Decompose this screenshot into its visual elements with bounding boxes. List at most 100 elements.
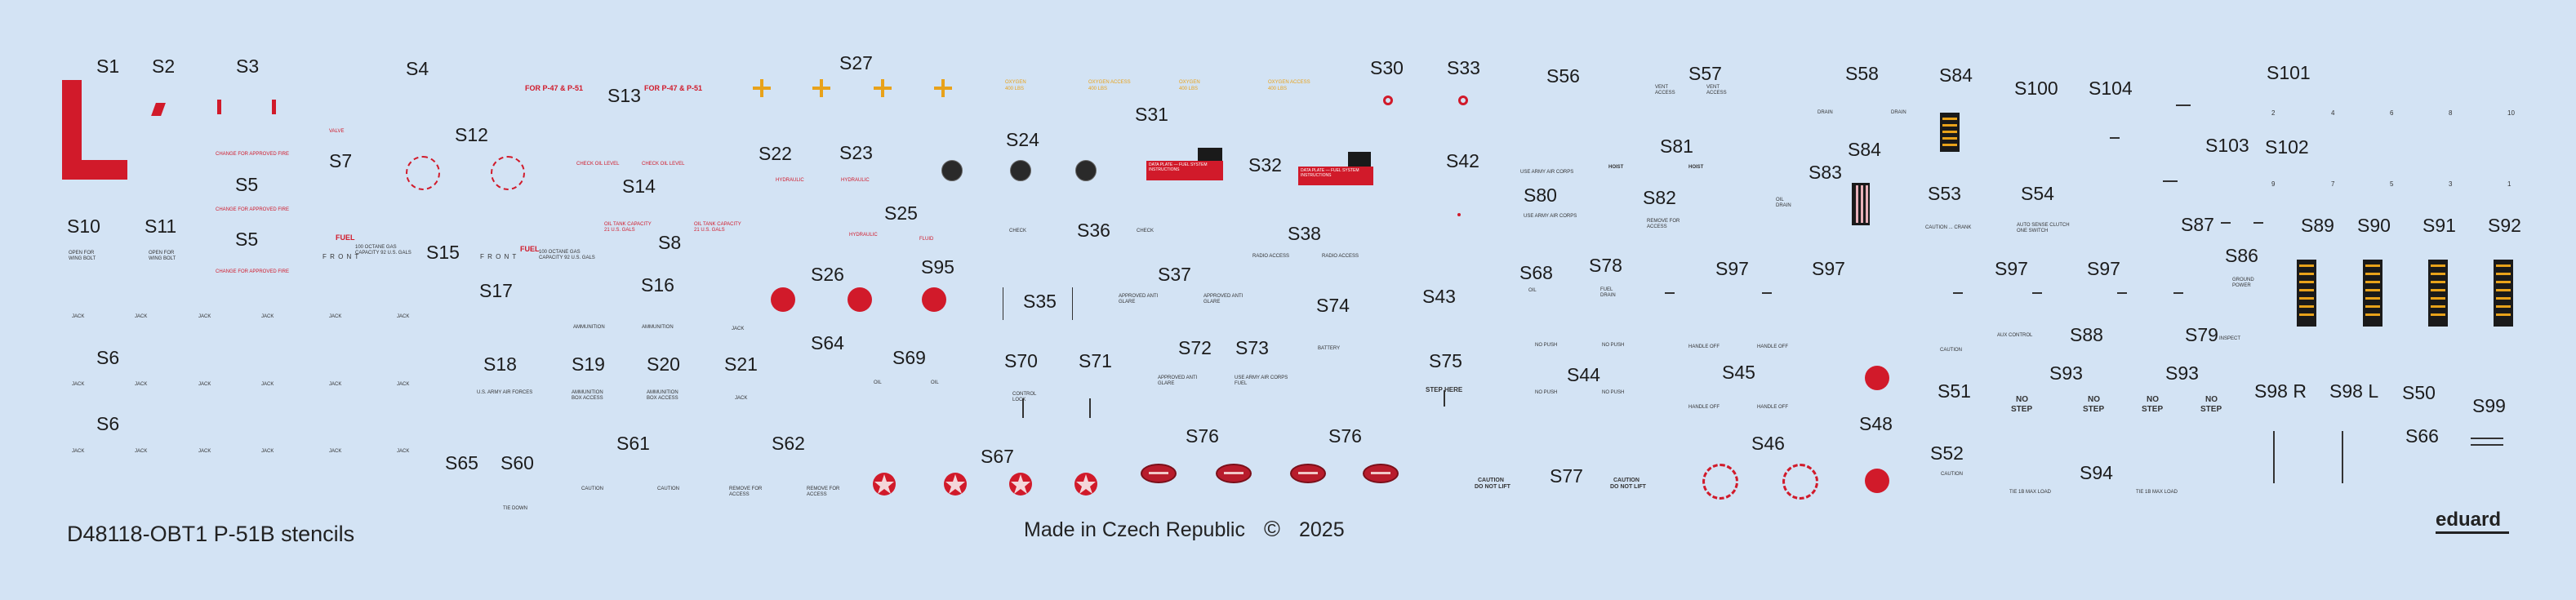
s31-yellow-c2: 400 LBS xyxy=(1179,87,1199,91)
s45-handle-d: HANDLE OFF xyxy=(1757,405,1789,410)
label-s93-b: S93 xyxy=(2165,362,2199,384)
s101-num-1: 2 xyxy=(2271,109,2276,117)
s24-black-dot-1 xyxy=(941,160,963,181)
s70-line xyxy=(1022,398,1024,418)
s71-line xyxy=(1089,398,1091,418)
s97-line-e xyxy=(2117,292,2127,294)
s31-plate-text: DATA PLATE — FUEL SYSTEM INSTRUCTIONS xyxy=(1149,162,1208,172)
s88-stencil: AUX CONTROL xyxy=(1997,333,2033,338)
s-row-jack-5: JACK xyxy=(329,314,342,319)
label-s88: S88 xyxy=(2070,324,2103,345)
s101-num-2: 4 xyxy=(2331,109,2335,117)
label-s36: S36 xyxy=(1077,220,1110,241)
label-s6-b: S6 xyxy=(96,413,120,434)
label-s62: S62 xyxy=(772,433,805,454)
s6-row-a-3: JACK xyxy=(198,382,211,387)
s74-stencil: BATTERY xyxy=(1318,346,1341,351)
s38-stencil-b: RADIO ACCESS xyxy=(1322,254,1359,259)
s86-stencil: GROUND POWER xyxy=(2232,278,2254,288)
label-s48: S48 xyxy=(1859,413,1893,434)
label-s94: S94 xyxy=(2080,462,2113,483)
label-s91: S91 xyxy=(2423,215,2456,236)
label-s70: S70 xyxy=(1004,350,1038,371)
s30-red-ring xyxy=(1383,96,1393,105)
label-s78: S78 xyxy=(1589,255,1622,276)
label-s71: S71 xyxy=(1079,350,1112,371)
s68-stencil: OIL xyxy=(1528,288,1537,293)
label-s35: S35 xyxy=(1023,291,1057,312)
label-s82: S82 xyxy=(1643,187,1676,208)
s20-stencil: AMMUNITION BOX ACCESS xyxy=(647,390,678,401)
s5-stencil-a: CHANGE FOR APPROVED FIRE xyxy=(216,152,290,157)
s32-plate-text: DATA PLATE — FUEL SYSTEM INSTRUCTIONS xyxy=(1301,168,1359,178)
s61-caution-a: CAUTION xyxy=(581,487,603,491)
s11-stencil: OPEN FOR WING BOLT xyxy=(149,251,176,261)
label-s97-b: S97 xyxy=(1812,258,1845,279)
s32-black-plate xyxy=(1348,152,1371,167)
label-s15: S15 xyxy=(426,242,460,263)
s62-stencil-b: REMOVE FOR ACCESS xyxy=(807,487,840,497)
label-s18: S18 xyxy=(483,353,517,375)
label-s97-c: S97 xyxy=(1995,258,2028,279)
s60-stencil: TIE DOWN xyxy=(503,506,527,511)
s15-fuel-note-b: 100 OCTANE GAS CAPACITY 92 U.S. GALS xyxy=(539,250,595,260)
s93-no-1: NO xyxy=(2016,395,2028,404)
label-s68: S68 xyxy=(1519,262,1553,283)
label-s81: S81 xyxy=(1660,136,1693,157)
s15-fuel-note-a: 100 OCTANE GAS CAPACITY 92 U.S. GALS xyxy=(355,245,412,256)
s31-yellow-b2: 400 LBS xyxy=(1088,87,1108,91)
label-s103: S103 xyxy=(2205,135,2249,156)
s33-red-ring xyxy=(1458,96,1468,105)
s93-step-4: STEP xyxy=(2200,405,2222,414)
s31-yellow-d2: 400 LBS xyxy=(1268,87,1288,91)
s80-stencil: USE ARMY AIR CORPS xyxy=(1524,214,1577,219)
s6-row-a-5: JACK xyxy=(329,382,342,387)
s6-row-a-2: JACK xyxy=(135,382,148,387)
label-s93-a: S93 xyxy=(2049,362,2083,384)
s57-stencil-b: VENT ACCESS xyxy=(1706,85,1727,96)
s89-yellow-bar xyxy=(2297,260,2316,327)
label-s89: S89 xyxy=(2301,215,2334,236)
label-s8: S8 xyxy=(658,232,682,253)
s27-yellow-cross-4 xyxy=(934,79,952,97)
s44-no-push-b: NO PUSH xyxy=(1602,390,1625,395)
eduard-logo: eduard xyxy=(2436,509,2502,531)
s13-stencil-a: FOR P-47 & P-51 xyxy=(525,84,584,92)
label-s38: S38 xyxy=(1288,223,1321,244)
s102-num-5: 1 xyxy=(2507,180,2511,188)
s31-yellow-a2: 400 LBS xyxy=(1005,87,1025,91)
s14-stencil-a: CHECK OIL LEVEL xyxy=(576,162,620,167)
s77-dnl-b: DO NOT LIFT xyxy=(1610,484,1646,490)
s102-num-4: 3 xyxy=(2449,180,2453,188)
label-s72: S72 xyxy=(1178,337,1212,358)
s99-line-a xyxy=(2471,438,2503,439)
s58-stencil-b: DRAIN xyxy=(1891,110,1906,115)
label-s80: S80 xyxy=(1524,184,1557,206)
s8-stencil-b: OIL TANK CAPACITY 21 U.S. GALS xyxy=(694,222,741,233)
s102-num-3: 5 xyxy=(2390,180,2394,188)
s6-row-b-5: JACK xyxy=(329,449,342,454)
label-s33: S33 xyxy=(1447,57,1480,78)
label-s97-a: S97 xyxy=(1715,258,1749,279)
s-row-jack-2: JACK xyxy=(135,314,148,319)
s10-stencil: OPEN FOR WING BOLT xyxy=(69,251,96,261)
s67-star-insignia-4 xyxy=(1074,473,1097,496)
label-s10: S10 xyxy=(67,216,100,237)
label-s54: S54 xyxy=(2021,183,2054,204)
s-row-jack-1: JACK xyxy=(72,314,85,319)
s21-stencil: JACK xyxy=(735,396,748,401)
s36-stencil-b: CHECK xyxy=(1137,229,1155,233)
s98r-line xyxy=(2273,431,2275,483)
s53-stencil: CAUTION ... CRANK xyxy=(1925,225,1972,230)
label-s26: S26 xyxy=(811,264,844,285)
s27-yellow-cross-2 xyxy=(812,79,830,97)
s76-red-oval-1 xyxy=(1141,464,1177,483)
label-s51: S51 xyxy=(1938,380,1971,402)
label-s3: S3 xyxy=(236,56,260,77)
s5-stencil-c: CHANGE FOR APPROVED FIRE xyxy=(216,269,290,274)
s27-yellow-cross-1 xyxy=(753,79,771,97)
fuel-stencil-b: FUEL xyxy=(520,245,540,253)
s6-row-b-2: JACK xyxy=(135,449,148,454)
label-s16: S16 xyxy=(641,274,674,296)
